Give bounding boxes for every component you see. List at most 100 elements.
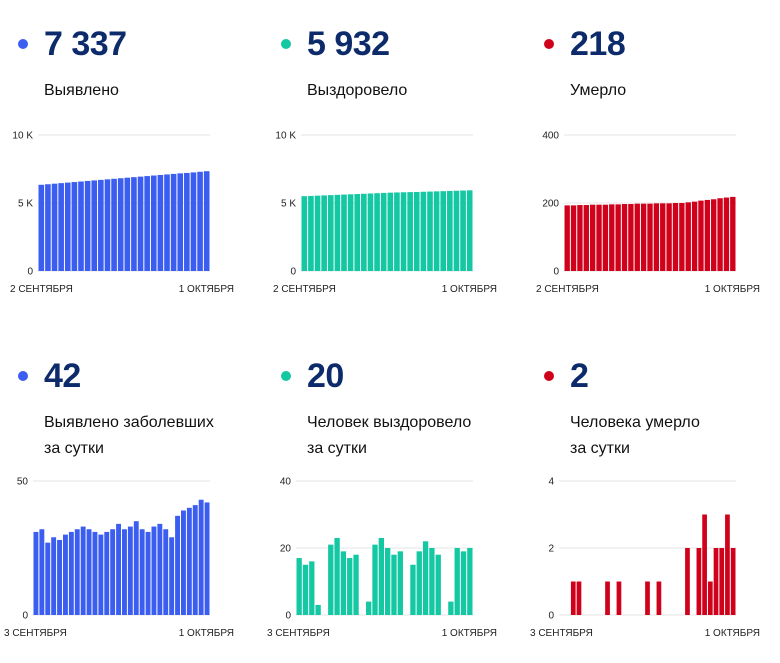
bar	[122, 529, 127, 615]
bar	[361, 193, 367, 271]
bar	[181, 510, 186, 615]
bar	[367, 193, 374, 271]
bar	[45, 184, 51, 271]
legend-dot	[18, 39, 28, 49]
bar	[570, 581, 576, 615]
bar	[730, 196, 736, 271]
y-tick-label: 0	[27, 267, 33, 278]
bar	[144, 176, 150, 271]
bar	[433, 191, 440, 271]
bar-chart: 0 2 4 3 СЕНТЯБРЯ 1 ОКТЯБРЯ	[530, 477, 760, 640]
stat-value: 42	[44, 357, 81, 395]
legend-dot	[544, 39, 554, 49]
legend-dot	[18, 371, 28, 381]
bar	[621, 204, 628, 271]
bar	[666, 203, 672, 271]
x-start-label: 3 СЕНТЯБРЯ	[4, 628, 67, 639]
bar	[448, 601, 454, 615]
stat-value: 5 932	[307, 25, 390, 63]
bar	[315, 604, 321, 615]
bar	[116, 523, 121, 615]
bar	[38, 184, 45, 271]
bar	[615, 204, 621, 271]
y-tick-label: 20	[280, 544, 292, 555]
bar	[98, 179, 104, 271]
bar	[410, 564, 416, 615]
bar	[64, 182, 71, 271]
bar	[422, 541, 429, 615]
bar	[157, 523, 163, 615]
stat-panel: 20 Человек выздоровело за сутки	[263, 332, 523, 663]
bar	[453, 190, 460, 271]
stat-value: 2	[570, 357, 589, 395]
bar	[616, 581, 622, 615]
bar	[647, 203, 653, 271]
bar	[577, 205, 583, 271]
bar	[104, 179, 111, 271]
bar	[454, 548, 460, 615]
bar	[347, 558, 353, 615]
bar	[131, 177, 137, 271]
y-tick-label: 40	[280, 477, 292, 488]
bar	[696, 548, 702, 615]
bar-chart: 0 200 400 2 СЕНТЯБРЯ 1 ОКТЯБРЯ	[536, 131, 760, 296]
bar	[628, 204, 634, 271]
bar	[175, 515, 180, 615]
bar	[169, 537, 175, 615]
stat-panel: 218 Умерло	[526, 0, 780, 331]
y-tick-label: 200	[542, 199, 559, 210]
bar	[583, 205, 589, 271]
stat-value: 218	[570, 25, 626, 63]
x-end-label: 1 ОКТЯБРЯ	[179, 628, 234, 639]
y-tick-label: 4	[548, 477, 554, 488]
stat-label: Выздоровело	[307, 82, 408, 99]
bar	[391, 554, 397, 615]
stat-label: за сутки	[44, 440, 104, 457]
bar	[702, 514, 707, 615]
bar	[84, 180, 91, 271]
bar	[374, 193, 380, 271]
bar	[104, 531, 110, 615]
stat-label: за сутки	[570, 440, 630, 457]
bar	[609, 204, 615, 271]
x-end-label: 1 ОКТЯБРЯ	[705, 284, 760, 295]
bar	[730, 548, 736, 615]
bar	[704, 199, 711, 271]
bar	[204, 502, 210, 615]
bar	[74, 529, 80, 615]
bar	[301, 196, 308, 271]
stat-panel: 5 932 Выздоровело	[263, 0, 523, 331]
bar	[334, 537, 340, 615]
bar	[163, 529, 169, 615]
bar	[170, 173, 177, 271]
bar	[309, 561, 315, 615]
bar	[378, 537, 384, 615]
bar	[672, 203, 679, 271]
bar	[39, 529, 45, 615]
x-start-label: 3 СЕНТЯБРЯ	[267, 628, 330, 639]
stat-panel: 42 Выявлено заболевших за сутки	[0, 332, 260, 663]
bar	[198, 499, 204, 615]
bar	[150, 175, 157, 271]
bar	[570, 205, 577, 271]
bar	[656, 581, 662, 615]
bar	[394, 192, 400, 271]
bar	[190, 172, 197, 271]
bar	[460, 551, 467, 615]
bar	[707, 581, 713, 615]
legend-dot	[544, 371, 554, 381]
bar	[576, 581, 582, 615]
bar	[387, 192, 394, 271]
bar	[63, 534, 68, 615]
bar	[380, 192, 387, 271]
stat-value: 7 337	[44, 25, 127, 63]
bar	[58, 183, 64, 271]
stat-label: Умерло	[570, 82, 627, 99]
bar	[413, 191, 420, 271]
legend-dot	[281, 39, 291, 49]
bar	[137, 176, 144, 271]
bar	[328, 544, 334, 615]
stat-label: Человек выздоровело	[307, 414, 472, 431]
x-end-label: 1 ОКТЯБРЯ	[179, 284, 234, 295]
stat-panel: 2 Человека умерло за сутки	[526, 332, 780, 663]
